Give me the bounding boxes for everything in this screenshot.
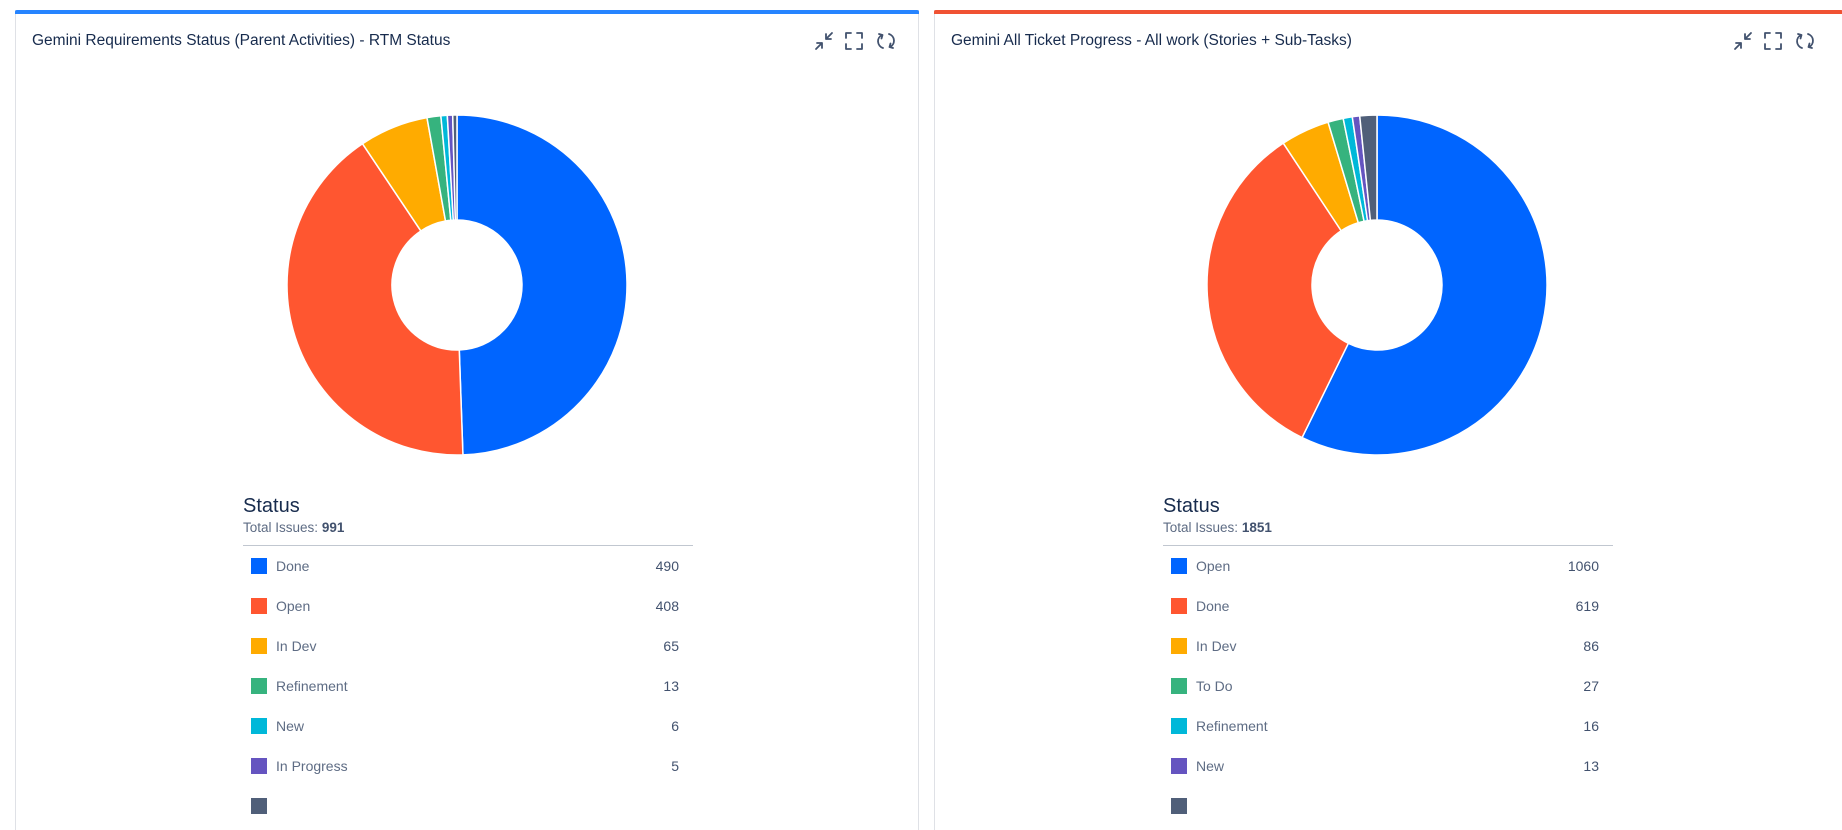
gadget-panel-requirements-status: Gemini Requirements Status (Parent Activ… [15,10,919,830]
fullscreen-icon[interactable] [1762,30,1784,52]
gadget-panel-ticket-progress: Gemini All Ticket Progress - All work (S… [934,10,1842,830]
pie-slice-done[interactable] [1206,142,1350,439]
legend-divider [243,545,693,546]
panel-title: Gemini All Ticket Progress - All work (S… [951,32,1352,49]
legend-row[interactable]: Done 619 [1163,586,1613,626]
legend-value: 13 [663,678,679,694]
legend-row[interactable]: In Progress 5 [243,746,693,786]
legend-swatch [251,638,267,654]
legend-label: In Dev [1196,638,1237,654]
legend-row[interactable]: Open 408 [243,586,693,626]
panel-accent-bar [934,10,1842,14]
legend-swatch [1171,558,1187,574]
total-issues-value: 1851 [1241,520,1272,535]
legend-value: 65 [663,638,679,654]
total-issues-label: Total Issues: [1163,520,1239,535]
legend-row[interactable]: Refinement 16 [1163,706,1613,746]
total-issues: Total Issues: 1851 [1163,520,1613,535]
legend-label: Refinement [1196,718,1268,734]
legend-value: 408 [655,598,679,614]
refresh-icon[interactable] [1794,30,1816,52]
panel-toolbar [1732,30,1832,54]
legend-swatch [1171,718,1187,734]
legend-swatch [251,678,267,694]
legend-swatch [251,558,267,574]
fullscreen-icon[interactable] [843,30,865,52]
total-issues-label: Total Issues: [243,520,319,535]
legend-divider [1163,545,1613,546]
legend-rows: Open 1060 Done 619 In Dev 86 To Do 27 Refinement… [1163,546,1613,826]
legend-label: Open [276,598,311,614]
legend-label: New [276,718,305,734]
chart-legend: Status Total Issues: 991 Done 490 Open 408 I… [243,495,693,826]
legend-swatch [1171,758,1187,774]
legend-row[interactable] [1163,786,1613,826]
legend-swatch [251,798,267,814]
legend-value: 5 [671,758,679,774]
legend-swatch [1171,798,1187,814]
legend-swatch [251,758,267,774]
legend-row[interactable]: Done 490 [243,546,693,586]
legend-label: Done [276,558,310,574]
total-issues: Total Issues: 991 [243,520,693,535]
legend-row[interactable] [243,786,693,826]
legend-swatch [251,718,267,734]
legend-label: In Progress [276,758,348,774]
legend-label: Done [1196,598,1230,614]
legend-value: 16 [1583,718,1599,734]
legend-row[interactable]: To Do 27 [1163,666,1613,706]
legend-swatch [251,598,267,614]
chart-legend: Status Total Issues: 1851 Open 1060 Done 61… [1163,495,1613,826]
refresh-icon[interactable] [875,30,897,52]
panel-title: Gemini Requirements Status (Parent Activ… [32,32,451,49]
total-issues-value: 991 [321,520,345,535]
legend-row[interactable]: In Dev 65 [243,626,693,666]
legend-value: 86 [1583,638,1599,654]
legend-value: 6 [671,718,679,734]
pie-slice-other-6[interactable] [451,114,458,221]
legend-row[interactable]: Refinement 13 [243,666,693,706]
legend-swatch [1171,598,1187,614]
pie-slice-other-6[interactable] [1358,114,1378,222]
legend-rows: Done 490 Open 408 In Dev 65 Refinement 13 New 6 In… [243,546,693,826]
pie-slice-open[interactable] [1301,114,1548,456]
legend-row[interactable]: New 13 [1163,746,1613,786]
legend-value: 13 [1583,758,1599,774]
status-donut-chart [1206,114,1548,456]
legend-row[interactable]: In Dev 86 [1163,626,1613,666]
legend-value: 490 [655,558,679,574]
legend-row[interactable]: Open 1060 [1163,546,1613,586]
legend-label: Refinement [276,678,348,694]
panel-toolbar [813,30,913,54]
legend-row[interactable]: New 6 [243,706,693,746]
panel-accent-bar [15,10,919,14]
legend-label: To Do [1196,678,1233,694]
legend-label: Open [1196,558,1231,574]
legend-label: New [1196,758,1225,774]
legend-swatch [1171,678,1187,694]
legend-value: 619 [1575,598,1599,614]
legend-value: 1060 [1567,558,1599,574]
minimize-icon[interactable] [1732,30,1754,52]
status-donut-chart [286,114,628,456]
pie-slice-done[interactable] [456,114,628,456]
legend-label: In Dev [276,638,317,654]
legend-heading: Status [243,495,300,517]
pie-slice-open[interactable] [286,142,464,456]
legend-heading: Status [1163,495,1220,517]
minimize-icon[interactable] [813,30,835,52]
legend-swatch [1171,638,1187,654]
legend-value: 27 [1583,678,1599,694]
